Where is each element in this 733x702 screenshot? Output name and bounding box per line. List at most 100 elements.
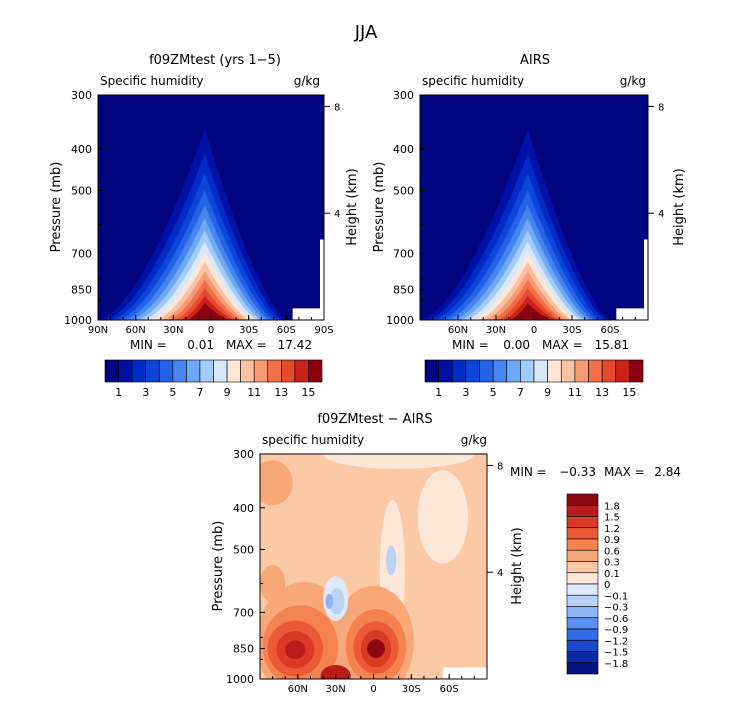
colorbar-diff: 1.81.51.20.90.60.30.10−0.1−0.3−0.6−0.9−1… — [566, 493, 628, 675]
colorbar-swatch — [226, 359, 241, 383]
panel-model-ylabel: Pressure (mb) — [49, 162, 64, 253]
plot-area-model: 300 400 500 700 850 1000 8 4 90N 60N 30N 0 30S 60S 90S — [64, 89, 340, 336]
colorbar-label: 7 — [517, 386, 524, 399]
contour-band — [417, 470, 469, 564]
panel-diff-ylabel: Pressure (mb) — [211, 521, 226, 612]
colorbar-label: 5 — [169, 386, 176, 399]
panel-diff-subtitle: specific humidity — [262, 433, 364, 447]
colorbar-swatch — [465, 359, 480, 383]
colorbar-swatch — [574, 359, 589, 383]
x-tick-label: 30N — [326, 684, 346, 695]
colorbar-label: −0.9 — [604, 625, 628, 636]
colorbar-swatch — [615, 359, 630, 383]
colorbar-swatch — [158, 359, 174, 383]
colorbar-swatch — [213, 359, 228, 383]
x-tick-label: 30S — [402, 684, 421, 695]
panel-model-max-label: MAX = — [226, 338, 267, 352]
x-tick-label: 30S — [239, 325, 258, 336]
y-tick-label: 500 — [233, 543, 254, 556]
contour-band — [260, 460, 293, 506]
contour-band — [508, 303, 554, 320]
colorbar-swatch — [566, 606, 599, 619]
y-tick-label: 500 — [71, 184, 92, 197]
colorbar-swatch — [172, 359, 187, 383]
panel-diff-min-label: MIN = — [510, 465, 547, 479]
colorbar-swatch — [199, 359, 214, 383]
colorbar-swatch — [253, 359, 269, 383]
colorbar-label: 0.1 — [604, 569, 620, 580]
y-tick-label: 850 — [71, 284, 92, 297]
panel-obs: AIRS specific humidity g/kg 300400500700… — [372, 53, 687, 399]
x-tick-label: 30N — [163, 325, 183, 336]
panel-diff-units: g/kg — [461, 433, 487, 447]
panel-obs-title: AIRS — [520, 53, 550, 68]
colorbar-label: 0 — [604, 580, 610, 591]
panel-obs-subtitle: specific humidity — [422, 74, 524, 88]
x-tick-label: 90S — [314, 325, 333, 336]
colorbar-label: 11 — [247, 386, 261, 399]
colorbar-swatch — [533, 359, 548, 383]
panel-model-ylabel-right: Height (km) — [345, 168, 360, 245]
missing-data-mask — [292, 239, 324, 320]
contour-band — [323, 454, 475, 469]
missing-data-mask — [442, 667, 487, 679]
panel-model-title: f09ZMtest (yrs 1−5) — [149, 53, 281, 68]
x-tick-label: 30N — [486, 325, 506, 336]
height-tick-label: 4 — [497, 568, 503, 579]
y-tick-label: 850 — [393, 284, 414, 297]
colorbar-label: 15 — [301, 386, 315, 399]
colorbar-model: 1 3 5 7 9 11 13 15 — [104, 359, 323, 399]
colorbar-label: 13 — [274, 386, 288, 399]
contour-band — [192, 310, 227, 320]
colorbar-swatch — [560, 359, 576, 383]
y-tick-label: 400 — [71, 143, 92, 156]
colorbar-label: −1.2 — [604, 636, 628, 647]
colorbar-swatch — [566, 662, 599, 675]
colorbar-swatch — [588, 359, 603, 383]
colorbar-swatch — [566, 572, 599, 585]
colorbar-label: −0.1 — [604, 591, 628, 602]
colorbar-label: 1.2 — [604, 524, 620, 535]
colorbar-label: 3 — [462, 386, 469, 399]
colorbar-swatch — [566, 583, 599, 596]
colorbar-obs: 1 3 5 7 9 11 13 15 — [424, 359, 644, 399]
colorbar-swatch — [118, 359, 133, 383]
height-tick-label: 4 — [334, 209, 340, 220]
colorbar-swatch — [629, 359, 644, 383]
panel-diff-title: f09ZMtest − AIRS — [317, 412, 432, 427]
panel-diff-min-value: −0.33 — [559, 465, 596, 479]
x-tick-label: 0 — [531, 325, 537, 336]
panel-diff: f09ZMtest − AIRS specific humidity g/kg … — [211, 412, 681, 695]
contour-band — [285, 640, 306, 660]
colorbar-label: 0.9 — [604, 535, 620, 546]
figure-title: JJA — [354, 22, 378, 43]
colorbar-label: 9 — [224, 386, 231, 399]
colorbar-swatch — [131, 359, 146, 383]
colorbar-swatch — [186, 359, 201, 383]
colorbar-swatch — [506, 359, 521, 383]
colorbar-swatch — [566, 538, 599, 551]
x-tick-label: 60N — [448, 325, 468, 336]
colorbar-swatch — [566, 561, 599, 574]
panel-diff-max-value: 2.84 — [654, 465, 681, 479]
colorbar-label: −1.5 — [604, 648, 628, 659]
panel-obs-ylabel-right: Height (km) — [672, 168, 687, 245]
colorbar-label: 13 — [595, 386, 609, 399]
x-tick-label: 30S — [562, 325, 581, 336]
x-tick-label: 0 — [208, 325, 214, 336]
colorbar-swatch — [281, 359, 296, 383]
colorbar-swatch — [566, 516, 599, 529]
contour-band — [386, 545, 397, 576]
y-tick-label: 1000 — [64, 314, 92, 327]
colorbar-swatch — [601, 359, 617, 383]
colorbar-label: 9 — [544, 386, 551, 399]
colorbar-swatch — [145, 359, 160, 383]
height-tick-label: 8 — [658, 102, 664, 113]
panel-model-min-value: 0.01 — [187, 338, 214, 352]
missing-data-mask — [616, 239, 648, 320]
y-tick-label: 1000 — [226, 673, 254, 686]
colorbar-swatch — [566, 651, 599, 664]
y-tick-label: 300 — [393, 89, 414, 102]
contour-band — [515, 310, 550, 320]
